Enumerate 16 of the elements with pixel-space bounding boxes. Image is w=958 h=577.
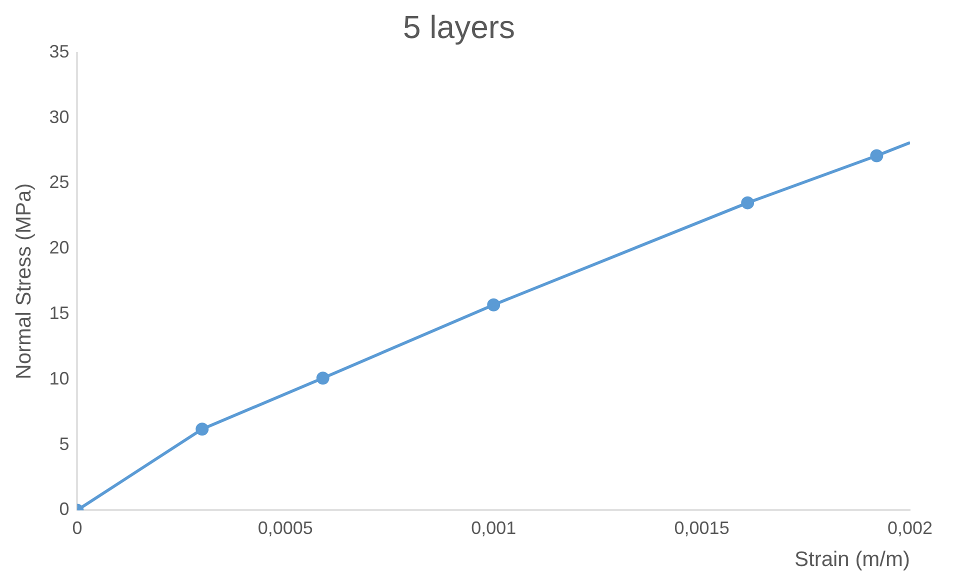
y-tick-label: 0: [59, 499, 70, 520]
y-tick-label: 25: [49, 172, 70, 192]
x-axis-title: Strain (m/m): [794, 548, 910, 572]
x-tick-label: 0,0015: [674, 518, 730, 538]
x-tick-label: 0,0005: [258, 518, 313, 538]
x-tick-label: 0: [72, 518, 82, 538]
y-tick-label: 20: [49, 238, 70, 258]
y-tick-label: 5: [59, 434, 70, 454]
x-tick-label: 0,002: [887, 518, 933, 538]
y-tick-label: 35: [49, 41, 70, 62]
y-tick-label: 30: [49, 106, 70, 127]
x-tick-label: 0,001: [471, 518, 516, 538]
chart-title: 5 layers: [402, 9, 516, 46]
y-tick-label: 10: [49, 368, 70, 388]
y-axis-title: Normal Stress (MPa): [12, 183, 36, 380]
y-tick-label: 15: [49, 302, 70, 323]
